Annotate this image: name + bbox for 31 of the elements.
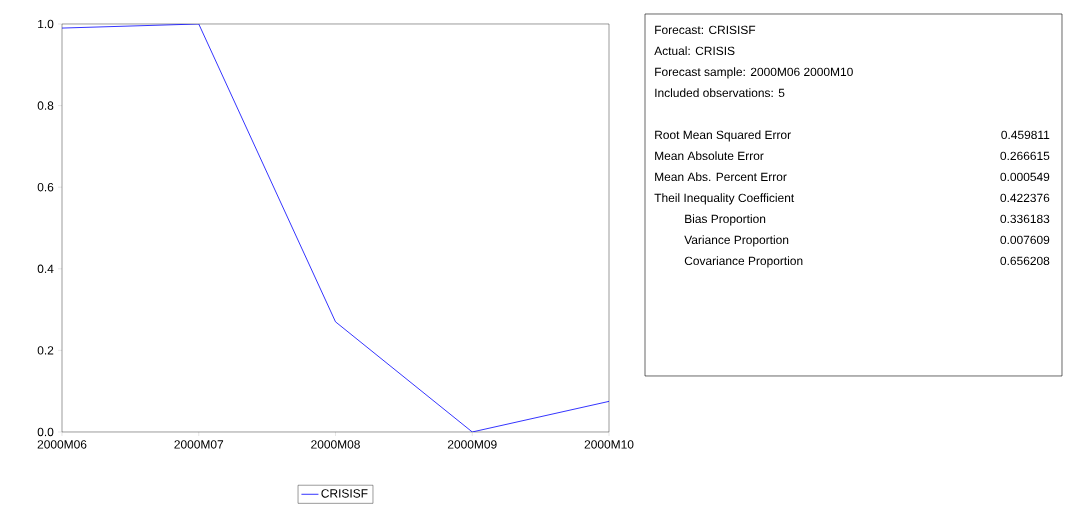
text: Included observations: 5 [655, 88, 785, 98]
y-tick-label: 0.8 [37, 101, 54, 110]
line-series [62, 23, 610, 432]
y-tick-label: 0.0 [37, 427, 54, 437]
text: Covariance Proportion [684, 256, 803, 268]
text: 0.336183 [1000, 214, 1050, 224]
text: Root Mean Squared Error [655, 130, 791, 142]
x-tick-label: 2000M09 [447, 440, 497, 449]
text: 0.422376 [1000, 193, 1050, 203]
text: Forecast sample: 2000M06 2000M10 [655, 67, 853, 79]
y-tick-label: 0.2 [37, 346, 54, 355]
text: Mean Abs. Percent Error [655, 172, 787, 182]
text: 0.459811 [1001, 130, 1050, 140]
x-tick-label: 2000M07 [174, 440, 224, 449]
text: 0.656208 [1000, 256, 1050, 266]
text: 0.266615 [1000, 151, 1050, 161]
text: 0.007609 [1000, 235, 1050, 245]
y-tick-label: 1.0 [38, 19, 54, 29]
text: Mean Absolute Error [655, 151, 764, 161]
y-tick-label: 0.6 [37, 182, 54, 192]
text: Bias Proportion [685, 214, 766, 226]
text: Variance Proportion [684, 235, 789, 247]
text: Forecast: CRISISF [655, 25, 756, 35]
legend-label: CRISISF [321, 489, 368, 498]
x-tick-label: 2000M06 [37, 440, 87, 449]
x-tick-label: 2000M08 [311, 440, 360, 449]
x-tick-label: 2000M10 [584, 440, 634, 449]
text: 0.000549 [1000, 172, 1050, 182]
text: Actual: CRISIS [654, 46, 735, 56]
y-tick-label: 0.4 [37, 264, 54, 274]
text: Theil Inequality Coefficient [654, 193, 795, 205]
